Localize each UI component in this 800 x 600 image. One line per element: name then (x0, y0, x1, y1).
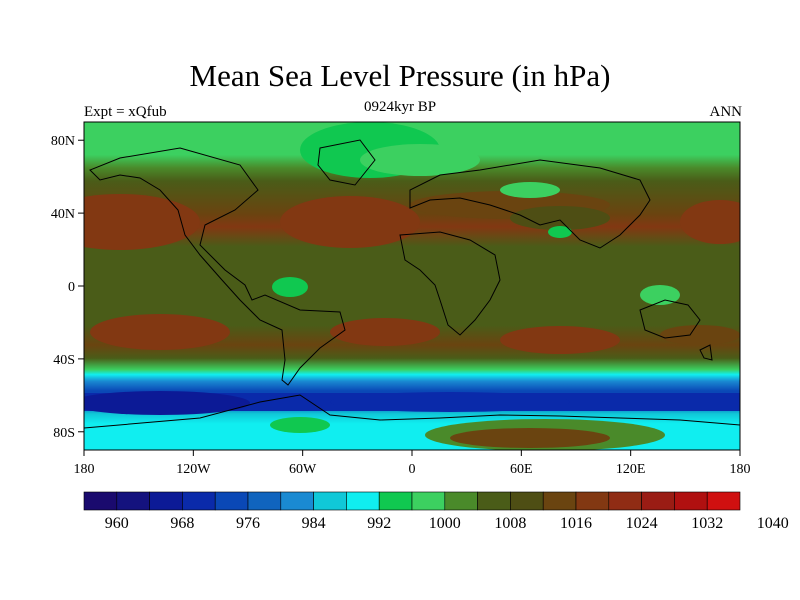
time-label: 0924kyr BP (363, 99, 437, 115)
colorbar: 960 968 976 984 992 1000 1008 1016 1024 1032 1040 (83, 491, 789, 532)
colorbar-swatch (378, 491, 413, 511)
y-tick-label: 40N (51, 207, 75, 222)
colorbar-swatch (214, 491, 249, 511)
colorbar-label: 1040 (757, 515, 789, 532)
antarctic-high-core (450, 428, 610, 448)
colorbar-swatch (674, 491, 708, 511)
pressure-field (84, 122, 740, 450)
colorbar-swatch (346, 491, 380, 511)
tropical-spot-asia (548, 226, 572, 238)
colorbar-label: 1032 (691, 515, 723, 532)
season-label: ANN (709, 104, 743, 120)
y-tick-label: 80N (51, 134, 75, 149)
north-pacific-high-west (84, 194, 200, 250)
x-tick-label: 60E (510, 462, 533, 477)
amundsen-low (84, 391, 250, 415)
colorbar-swatch (149, 491, 183, 511)
colorbar-label: 976 (236, 515, 260, 532)
west-pacific-high (660, 325, 740, 345)
x-tick-label: 120W (176, 462, 211, 477)
x-axis: 180 120W 60W 0 60E 120E 180 (74, 450, 751, 477)
colorbar-label: 984 (302, 515, 326, 532)
colorbar-swatch (641, 491, 675, 511)
colorbar-label: 1016 (560, 515, 592, 532)
chart-title: Mean Sea Level Pressure (in hPa) (189, 58, 611, 93)
colorbar-swatch (280, 491, 314, 511)
tropical-spot-pacific (640, 285, 680, 305)
x-tick-label: 60W (289, 462, 317, 477)
coastlines (84, 139, 740, 429)
colorbar-swatch (542, 491, 577, 511)
experiment-label: Expt = xQfub (84, 104, 167, 120)
tibet-spot (500, 182, 560, 198)
colorbar-label: 968 (170, 515, 194, 532)
colorbar-swatch (116, 491, 150, 511)
y-axis: 80N 40N 0 40S 80S (51, 134, 84, 441)
colorbar-swatch (83, 491, 118, 511)
x-tick-label: 180 (74, 462, 95, 477)
arctic-belt (360, 144, 480, 176)
colorbar-swatch (411, 491, 446, 511)
x-tick-label: 180 (730, 462, 751, 477)
colorbar-swatch (510, 491, 544, 511)
colorbar-label: 992 (367, 515, 391, 532)
south-pacific-high (90, 314, 230, 350)
colorbar-label: 1008 (494, 515, 526, 532)
x-tick-label: 120E (616, 462, 646, 477)
colorbar-swatch (608, 491, 642, 511)
colorbar-swatch (182, 491, 216, 511)
colorbar-swatch (575, 491, 610, 511)
y-tick-label: 0 (68, 280, 75, 295)
y-tick-label: 80S (53, 426, 75, 441)
central-asia-belt (510, 206, 610, 230)
southern-ocean-low (330, 392, 570, 412)
antarctic-ridge (270, 417, 330, 433)
colorbar-swatch (706, 491, 741, 511)
north-pacific-high-east (680, 200, 740, 244)
tropical-spot-atlantic (272, 277, 308, 297)
colorbar-label: 960 (105, 515, 129, 532)
y-tick-label: 40S (53, 353, 75, 368)
south-atlantic-high (330, 318, 440, 346)
north-atlantic-high (280, 196, 420, 248)
x-tick-label: 0 (409, 462, 416, 477)
colorbar-label: 1000 (429, 515, 461, 532)
colorbar-label: 1024 (626, 515, 658, 532)
indian-ocean-high (500, 326, 620, 354)
colorbar-swatch (247, 491, 282, 511)
colorbar-swatch (477, 491, 511, 511)
colorbar-swatch (444, 491, 478, 511)
colorbar-swatch (313, 491, 347, 511)
